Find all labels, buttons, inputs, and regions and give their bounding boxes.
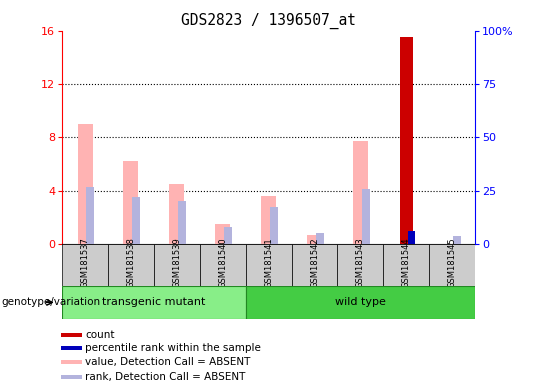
Bar	[61, 333, 82, 337]
Text: GSM181540: GSM181540	[218, 238, 227, 288]
Text: GSM181542: GSM181542	[310, 238, 319, 288]
Text: GSM181543: GSM181543	[356, 237, 365, 288]
Bar	[108, 244, 154, 286]
Text: GSM181539: GSM181539	[172, 237, 181, 288]
Bar	[246, 244, 292, 286]
Bar	[124, 161, 138, 244]
Title: GDS2823 / 1396507_at: GDS2823 / 1396507_at	[181, 13, 356, 29]
Bar	[61, 346, 82, 350]
Text: GSM181537: GSM181537	[80, 237, 90, 288]
Text: value, Detection Call = ABSENT: value, Detection Call = ABSENT	[85, 357, 251, 367]
Bar	[86, 187, 94, 244]
Text: genotype/variation: genotype/variation	[1, 297, 100, 308]
Bar	[307, 235, 322, 244]
Bar	[215, 224, 230, 244]
Bar	[61, 375, 82, 379]
Text: transgenic mutant: transgenic mutant	[102, 297, 206, 308]
Text: GSM181544: GSM181544	[402, 238, 411, 288]
Bar	[154, 244, 200, 286]
Bar	[178, 201, 186, 244]
Text: rank, Detection Call = ABSENT: rank, Detection Call = ABSENT	[85, 372, 245, 382]
Bar	[261, 196, 276, 244]
Bar	[338, 244, 383, 286]
Bar	[400, 37, 413, 244]
Text: percentile rank within the sample: percentile rank within the sample	[85, 343, 261, 353]
Bar	[170, 184, 184, 244]
Bar	[200, 244, 246, 286]
Bar	[362, 189, 369, 244]
Text: GSM181545: GSM181545	[448, 238, 457, 288]
Text: count: count	[85, 330, 114, 340]
Text: GSM181538: GSM181538	[126, 237, 136, 288]
Bar	[429, 244, 475, 286]
Bar	[78, 124, 92, 244]
Bar	[62, 244, 108, 286]
Bar	[383, 244, 429, 286]
Bar	[353, 141, 368, 244]
Bar	[132, 197, 140, 244]
Bar	[61, 360, 82, 364]
Bar	[408, 231, 415, 244]
Bar	[62, 286, 246, 319]
Text: wild type: wild type	[335, 297, 386, 308]
Bar	[246, 286, 475, 319]
Text: GSM181541: GSM181541	[264, 238, 273, 288]
Bar	[270, 207, 278, 244]
Bar	[316, 233, 323, 244]
Bar	[292, 244, 338, 286]
Bar	[454, 236, 461, 244]
Bar	[224, 227, 232, 244]
